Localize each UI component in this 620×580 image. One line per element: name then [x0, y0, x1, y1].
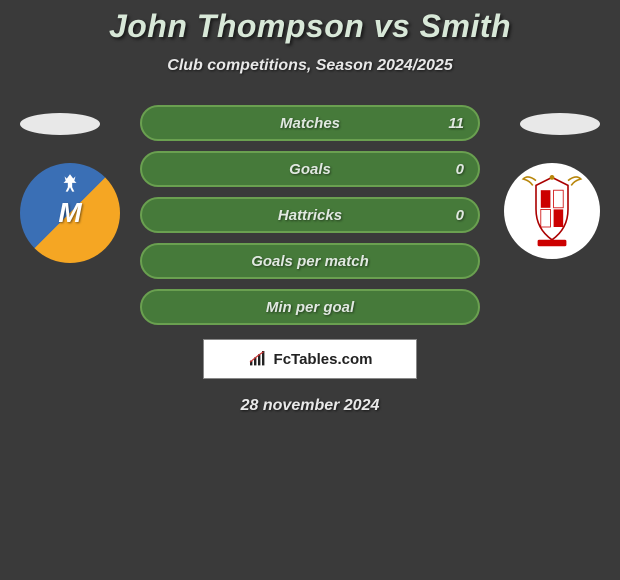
- stat-label: Matches: [280, 115, 340, 132]
- stat-row-mpg: Min per goal: [140, 289, 480, 325]
- player-oval-right: [520, 113, 600, 135]
- stat-label: Goals: [289, 161, 331, 178]
- stat-label: Hattricks: [278, 207, 342, 224]
- subtitle: Club competitions, Season 2024/2025: [0, 57, 620, 75]
- club-badge-right: [504, 163, 600, 259]
- stat-row-goals: Goals 0: [140, 151, 480, 187]
- stat-value-right: 11: [448, 115, 464, 132]
- compare-area: M Matches 11 Goals 0: [0, 105, 620, 325]
- brand-box[interactable]: FcTables.com: [203, 339, 417, 379]
- crest-icon: [512, 171, 592, 251]
- stat-label: Goals per match: [251, 253, 369, 270]
- comparison-card: John Thompson vs Smith Club competitions…: [0, 0, 620, 415]
- date-text: 28 november 2024: [0, 397, 620, 415]
- stat-rows: Matches 11 Goals 0 Hattricks 0 Goals per…: [140, 105, 480, 325]
- chart-icon: [248, 351, 268, 367]
- stat-row-hattricks: Hattricks 0: [140, 197, 480, 233]
- stat-value-right: 0: [456, 207, 464, 224]
- brand-name: FcTables.com: [274, 351, 373, 368]
- player-oval-left: [20, 113, 100, 135]
- stat-row-gpm: Goals per match: [140, 243, 480, 279]
- stat-value-right: 0: [456, 161, 464, 178]
- page-title: John Thompson vs Smith: [0, 8, 620, 45]
- stat-row-matches: Matches 11: [140, 105, 480, 141]
- club-badge-left: M: [20, 163, 120, 263]
- deer-icon: [57, 171, 83, 203]
- stat-label: Min per goal: [266, 299, 354, 316]
